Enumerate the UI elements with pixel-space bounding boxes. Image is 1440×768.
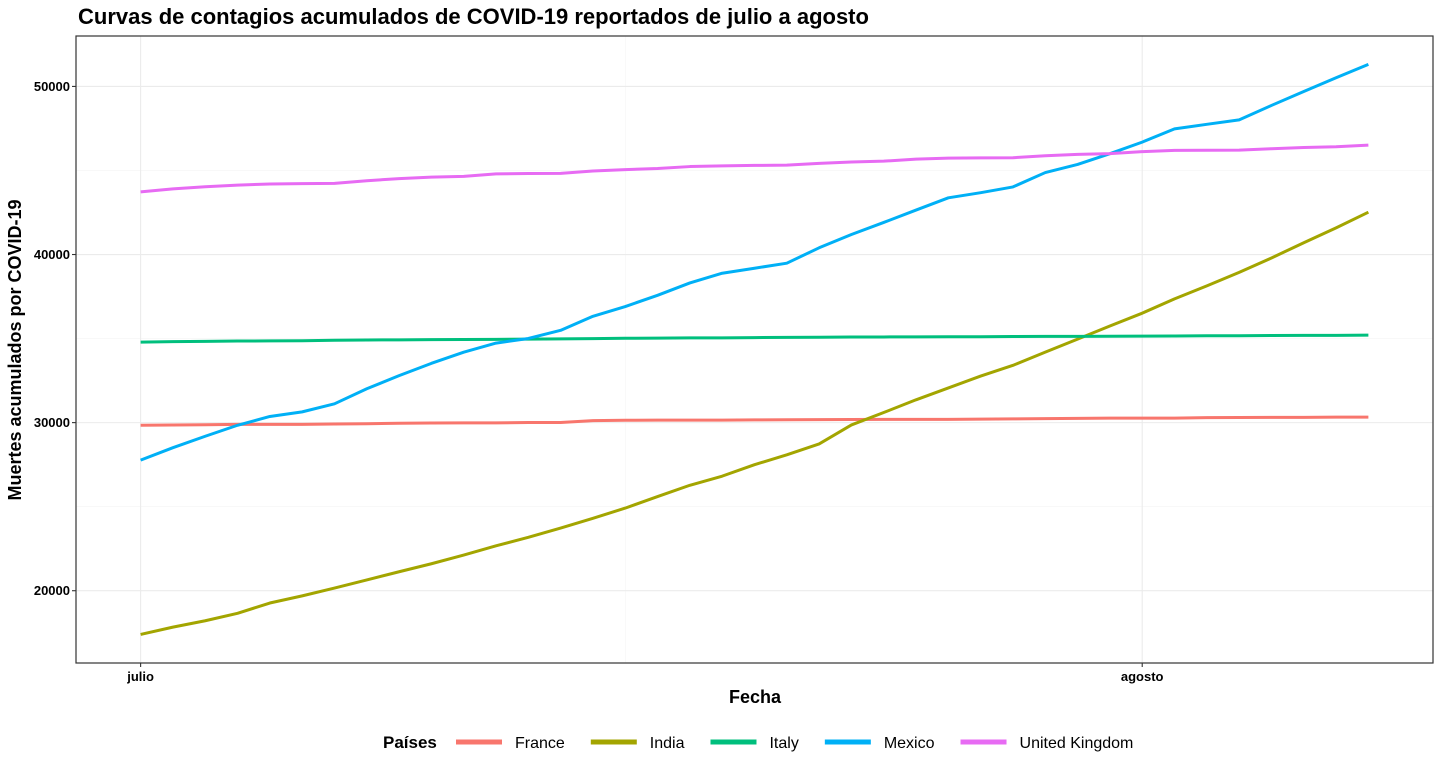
x-axis: julio agosto	[126, 663, 1164, 684]
legend-label-italy: Italy	[769, 735, 798, 752]
plot-border	[75, 35, 1434, 664]
legend-label-united-kingdom: United Kingdom	[1020, 735, 1134, 752]
x-axis-title: Fecha	[729, 687, 782, 707]
y-axis-title: Muertes acumulados por COVID-19	[5, 199, 25, 500]
legend-label-france: France	[515, 735, 565, 752]
legend-title: Países	[383, 733, 437, 752]
y-tick-label: 30000	[34, 415, 70, 430]
y-tick-label: 40000	[34, 247, 70, 262]
series-line-mexico	[140, 63, 1369, 462]
plot-panel	[76, 36, 1433, 663]
series-line-france	[140, 415, 1369, 427]
x-tick-label: julio	[126, 669, 154, 684]
legend-label-india: India	[650, 735, 685, 752]
y-tick-label: 20000	[34, 583, 70, 598]
series-line-india	[140, 210, 1370, 636]
series-line-italy	[140, 333, 1369, 344]
series-line-united-kingdom	[140, 143, 1369, 194]
legend: Países France India Italy Mexico United King…	[383, 733, 1133, 752]
x-tick-label: agosto	[1121, 669, 1164, 684]
y-tick-label: 50000	[34, 79, 70, 94]
y-axis: 20000 30000 40000 50000	[34, 79, 76, 598]
chart-title: Curvas de contagios acumulados de COVID-…	[78, 4, 869, 29]
series-lines	[140, 63, 1370, 636]
legend-label-mexico: Mexico	[884, 735, 935, 752]
